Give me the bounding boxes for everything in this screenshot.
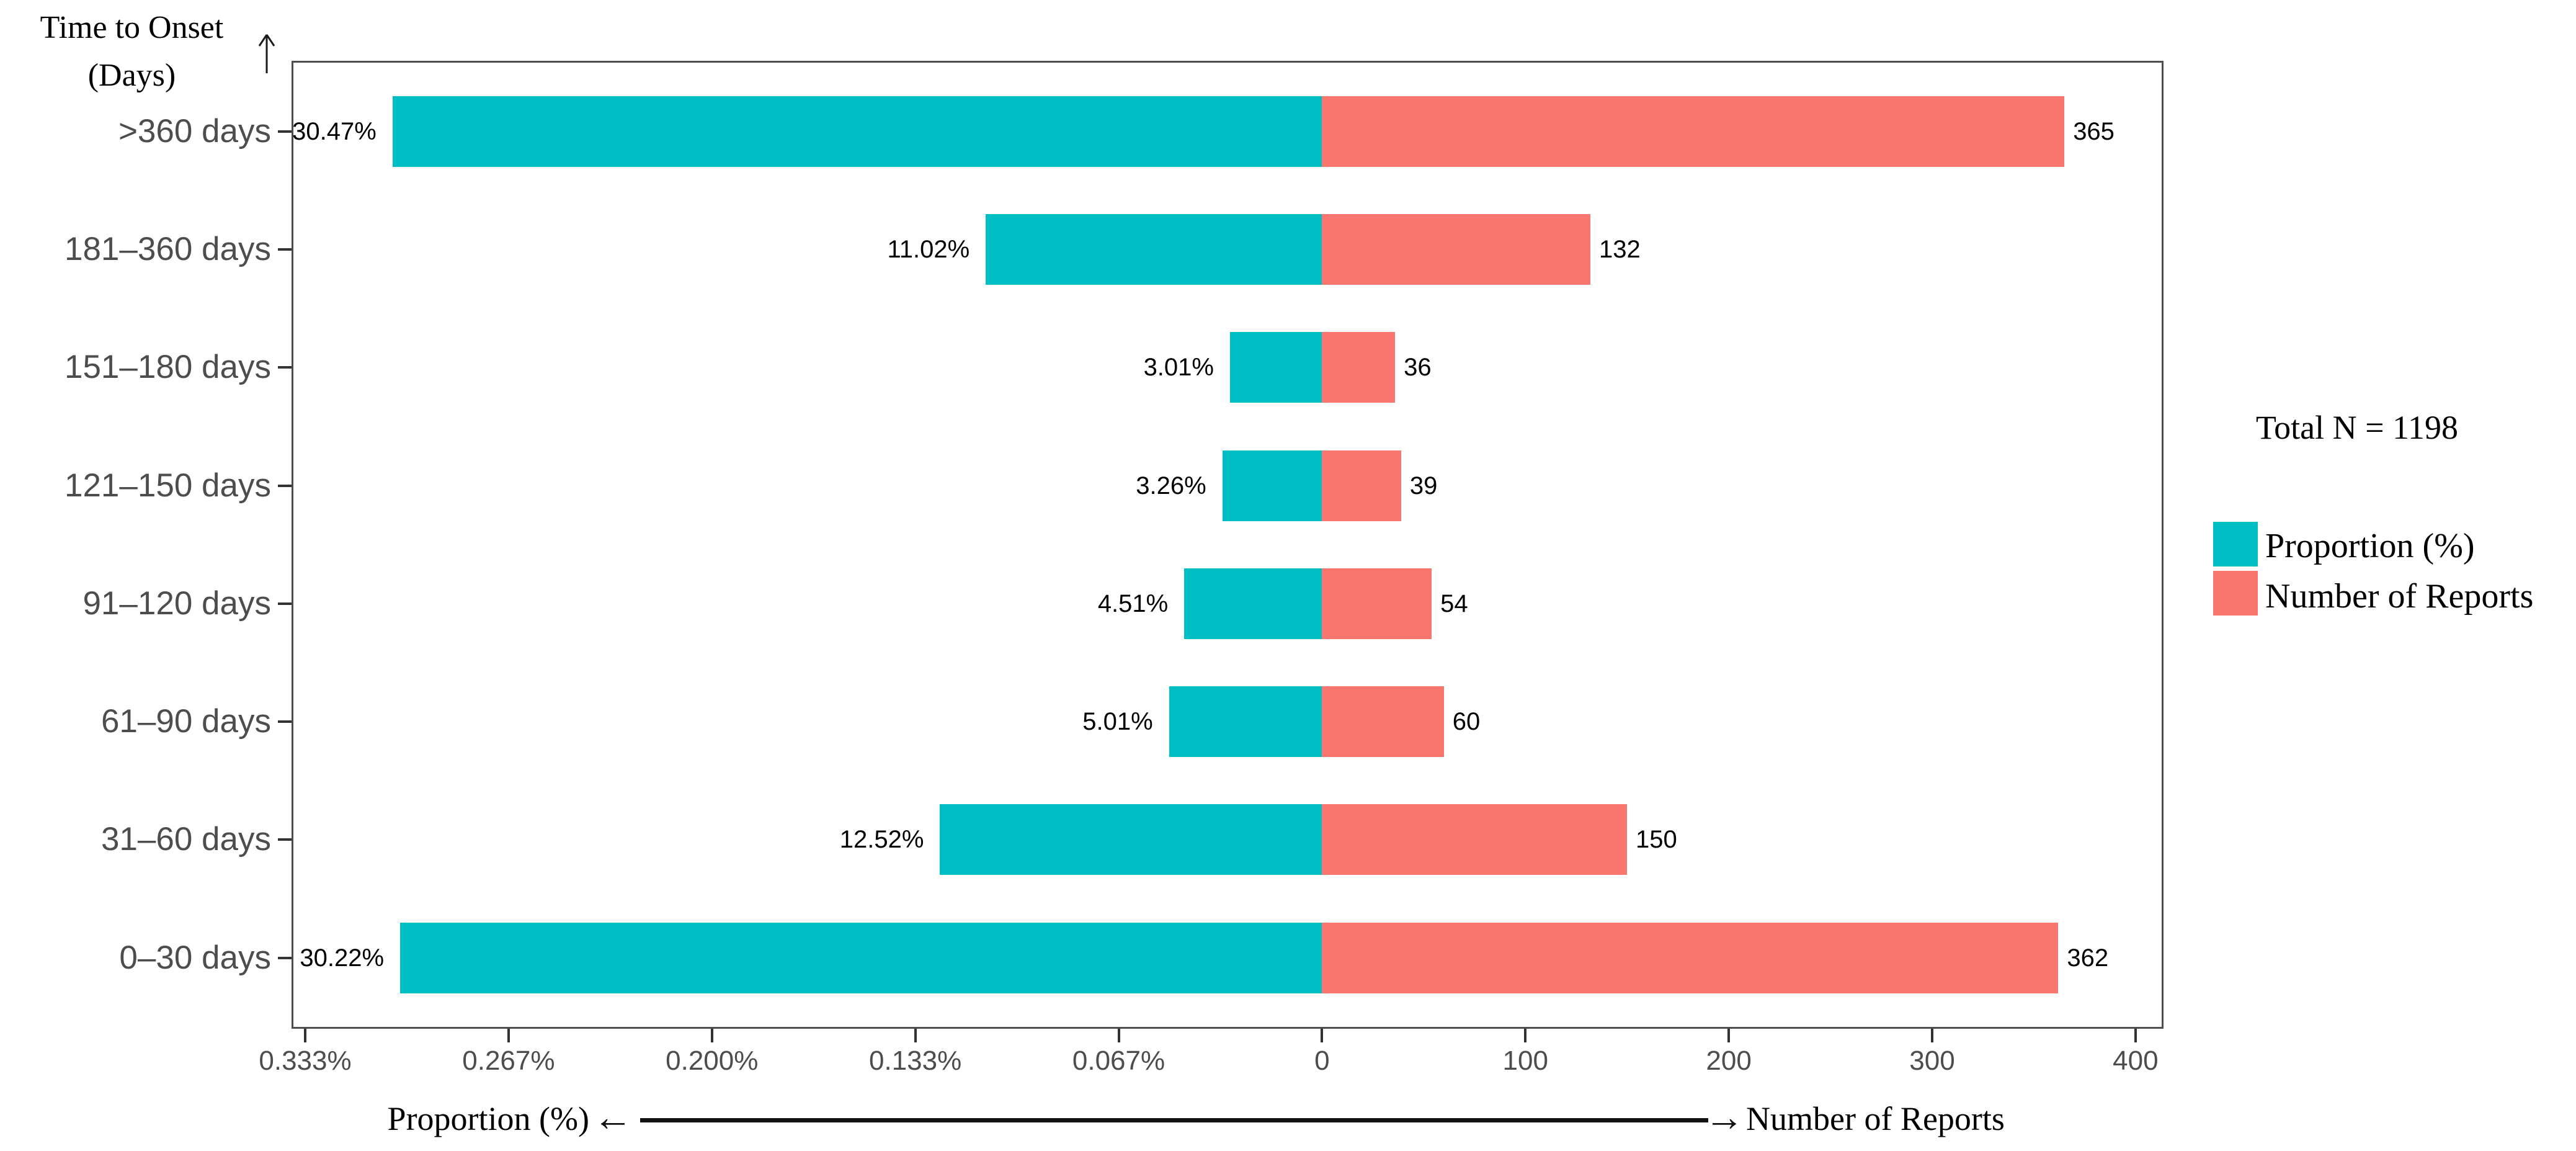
y-axis-tick — [278, 366, 292, 369]
x-axis-tick — [710, 1029, 713, 1042]
y-axis-category-label: 31–60 days — [100, 821, 271, 858]
x-axis-tick-label: 0 — [1314, 1046, 1330, 1076]
legend-label-reports: Number of Reports — [2265, 577, 2534, 616]
left-arrowhead-icon: ← — [593, 1095, 633, 1139]
x-axis-left-title: Proportion (%) — [387, 1100, 589, 1137]
x-axis-tick — [304, 1029, 306, 1042]
proportion-bar — [986, 214, 1322, 285]
x-axis-tick-label: 200 — [1706, 1046, 1752, 1076]
y-axis-category-label: 151–180 days — [64, 349, 271, 386]
y-axis-tick — [278, 720, 292, 723]
x-axis-tick — [1321, 1029, 1324, 1042]
x-axis-tick-label: 0.267% — [462, 1046, 555, 1076]
x-axis-tick-label: 400 — [2113, 1046, 2159, 1076]
y-axis-title-line2: (Days) — [87, 58, 176, 93]
x-axis-tick — [2134, 1029, 2137, 1042]
legend-key-reports — [2213, 571, 2258, 616]
reports-bar — [1322, 804, 1627, 876]
reports-bar — [1322, 922, 2059, 993]
x-axis-tick-label: 100 — [1502, 1046, 1548, 1076]
reports-bar — [1322, 332, 1396, 403]
reports-value-label: 54 — [1440, 589, 1468, 617]
proportion-bar — [1229, 332, 1322, 403]
x-axis-tick — [1727, 1029, 1731, 1042]
y-axis-tick — [278, 956, 292, 959]
x-axis-right-title: Number of Reports — [1746, 1100, 2005, 1137]
proportion-value-label: 3.01% — [1143, 354, 1214, 382]
proportion-value-label: 30.47% — [292, 118, 377, 145]
y-axis-category-label: 121–150 days — [64, 467, 271, 504]
y-axis-category-label: 91–120 days — [82, 584, 271, 622]
proportion-value-label: 12.52% — [839, 826, 924, 854]
proportion-value-label: 5.01% — [1082, 708, 1153, 736]
proportion-value-label: 30.22% — [300, 944, 385, 972]
x-axis-tick-label: 0.133% — [869, 1046, 962, 1076]
plot-panel — [292, 61, 2164, 1029]
y-axis-tick — [278, 248, 292, 251]
reports-value-label: 365 — [2073, 118, 2115, 145]
proportion-bar — [1222, 450, 1322, 521]
y-axis-category-label: 61–90 days — [100, 703, 271, 740]
reports-value-label: 362 — [2067, 944, 2109, 972]
reports-value-label: 39 — [1409, 472, 1438, 499]
proportion-value-label: 11.02% — [887, 236, 970, 264]
reports-bar — [1322, 568, 1432, 639]
proportion-bar — [400, 922, 1322, 993]
reports-bar — [1322, 96, 2065, 167]
y-axis-tick — [278, 130, 292, 133]
legend-total-n: Total N = 1198 — [2255, 409, 2459, 446]
x-axis-tick-label: 0.333% — [259, 1046, 352, 1076]
proportion-value-label: 4.51% — [1097, 589, 1169, 617]
proportion-bar — [1184, 568, 1322, 639]
x-axis-tick-label: 0.200% — [666, 1046, 759, 1076]
x-axis-tick — [507, 1029, 510, 1042]
y-axis-tick — [278, 838, 292, 841]
y-axis-category-label: 0–30 days — [119, 939, 271, 976]
legend-key-proportion — [2213, 522, 2258, 567]
x-axis-tick — [1524, 1029, 1527, 1042]
right-arrowhead-icon: → — [1705, 1095, 1744, 1139]
up-arrow-icon — [258, 34, 275, 73]
x-axis-tick-label: 300 — [1909, 1046, 1955, 1076]
x-axis-tick — [1931, 1029, 1933, 1042]
proportion-value-label: 3.26% — [1136, 472, 1206, 499]
reports-value-label: 132 — [1598, 236, 1641, 264]
y-axis-category-label: >360 days — [118, 113, 271, 150]
proportion-bar — [940, 804, 1322, 876]
reports-bar — [1322, 214, 1590, 285]
x-axis-tick-label: 0.067% — [1072, 1046, 1165, 1076]
x-axis-tick — [914, 1029, 917, 1042]
reports-value-label: 36 — [1404, 354, 1432, 382]
reports-bar — [1322, 450, 1401, 521]
legend-label-proportion: Proportion (%) — [2265, 527, 2475, 565]
proportion-bar — [1169, 686, 1322, 758]
y-axis-title-line1: Time to Onset — [40, 10, 224, 45]
y-axis-category-label: 181–360 days — [64, 231, 271, 268]
axis-arrow-line — [640, 1118, 1708, 1122]
x-axis-tick — [1117, 1029, 1120, 1042]
reports-value-label: 60 — [1452, 708, 1481, 736]
reports-value-label: 150 — [1636, 826, 1677, 854]
proportion-bar — [392, 96, 1322, 167]
reports-bar — [1322, 686, 1444, 758]
y-axis-tick — [278, 602, 292, 605]
y-axis-tick — [278, 484, 292, 487]
